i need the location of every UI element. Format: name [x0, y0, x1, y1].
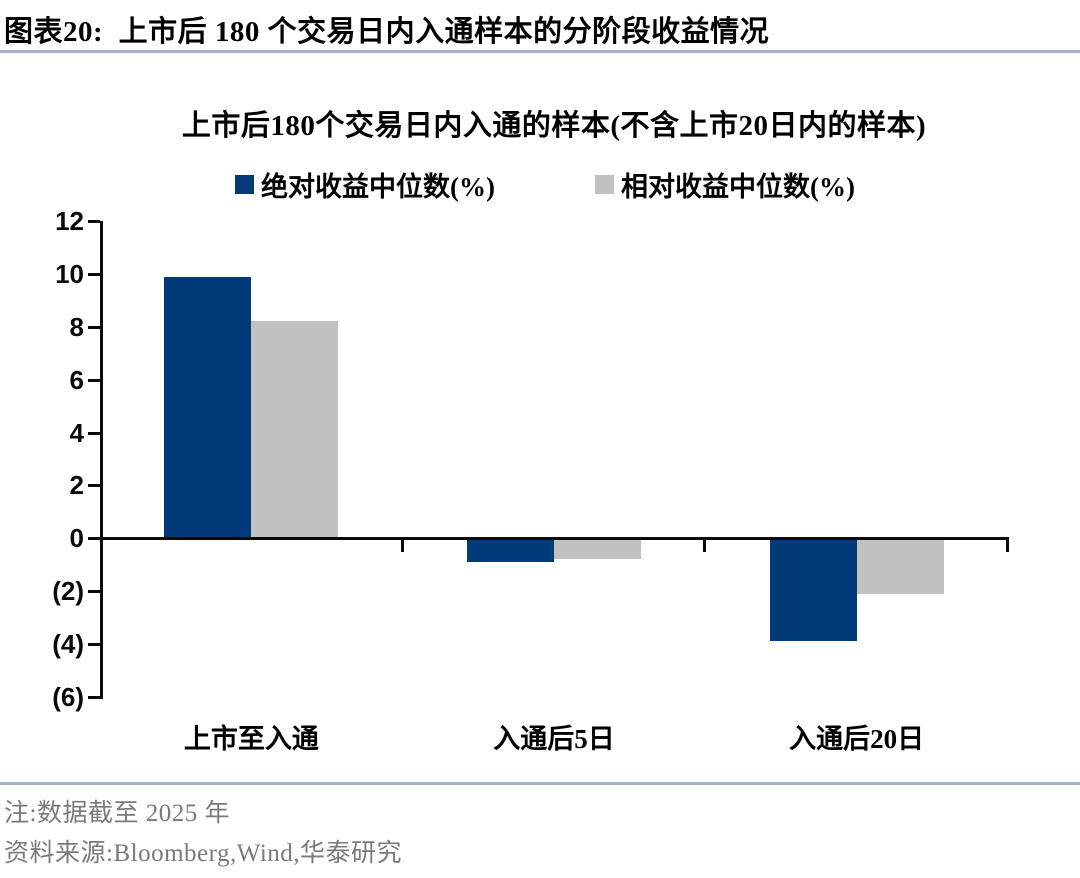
legend-label: 相对收益中位数(%) [621, 172, 855, 202]
y-tick-label: (2) [52, 576, 84, 607]
bar-absolute-1 [467, 538, 554, 563]
y-tick-label: 2 [69, 470, 84, 501]
y-tick-label: 0 [69, 523, 84, 554]
x-category-label: 上市至入通 [183, 724, 319, 754]
legend-item-absolute: 绝对收益中位数(%) [235, 165, 495, 204]
y-tick-label: 4 [69, 417, 84, 448]
chart-legend: 绝对收益中位数(%) 相对收益中位数(%) [0, 165, 1080, 204]
x-tickmark [400, 537, 404, 553]
chart-title: 上市后180个交易日内入通的样本(不含上市20日内的样本) [181, 110, 927, 142]
bottom-divider [0, 782, 1080, 785]
y-tick-label: 12 [55, 206, 84, 236]
y-tick-label: (6) [52, 682, 84, 712]
y-tick-label: (4) [52, 629, 84, 660]
x-category-label: 入通后20日 [789, 724, 925, 754]
y-tickmark [88, 590, 100, 594]
bar-absolute-2 [769, 538, 857, 642]
y-tickmark [88, 431, 100, 435]
figure-title: 图表20: 上市后 180 个交易日内入通样本的分阶段收益情况 [4, 16, 770, 48]
legend-swatch-icon [235, 175, 255, 194]
y-tickmark [88, 220, 100, 223]
legend-item-relative: 相对收益中位数(%) [595, 165, 855, 204]
legend-label: 绝对收益中位数(%) [261, 172, 495, 202]
top-divider [0, 50, 1080, 53]
bar-relative-0 [251, 321, 339, 539]
x-axis-line [100, 537, 1008, 541]
bar-relative-1 [554, 538, 641, 560]
y-tickmark [88, 643, 100, 647]
x-tickmark [703, 537, 707, 553]
legend-swatch-icon [595, 175, 614, 194]
chart-source: 资料来源:Bloomberg,Wind,华泰研究 [4, 840, 403, 867]
plot-area: 12 10 8 6 4 2 0 (2) (4) (6) 上市至入通 入通后5日 入通后20日 [52, 208, 1009, 754]
x-category-label: 入通后5日 [493, 724, 615, 754]
y-tick-label: 10 [55, 258, 84, 289]
y-tickmark [88, 537, 100, 541]
y-axis-line [100, 221, 103, 699]
y-tickmark [88, 484, 100, 488]
bar-absolute-0 [164, 276, 252, 539]
y-tick-label: 6 [69, 364, 84, 395]
bar-relative-2 [856, 538, 944, 594]
chart-note: 注:数据截至 2025 年 [4, 800, 230, 827]
y-tick-label: 8 [69, 311, 84, 342]
y-tickmark [88, 272, 100, 276]
y-tickmark [88, 696, 100, 699]
x-tickmark [1006, 537, 1009, 553]
y-tickmark [88, 325, 100, 329]
y-tickmark [88, 378, 100, 382]
